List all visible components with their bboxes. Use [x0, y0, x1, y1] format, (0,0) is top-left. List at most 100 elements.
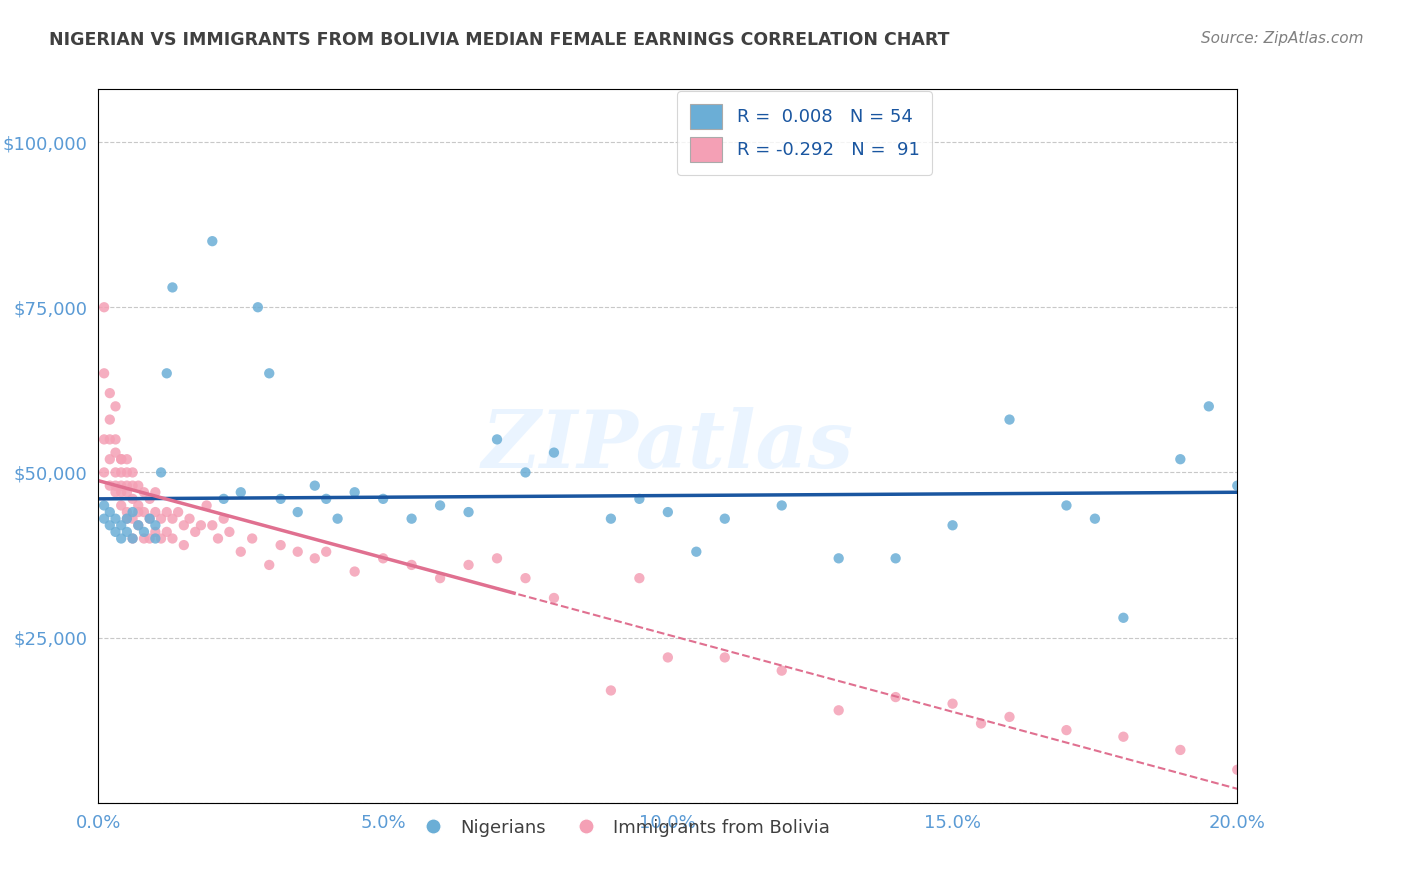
Point: [121, 532, 143, 546]
Point: [162, 532, 184, 546]
Point: [93, 511, 115, 525]
Point: [942, 697, 965, 711]
Point: [828, 703, 851, 717]
Point: [98, 478, 121, 492]
Point: [457, 558, 479, 572]
Point: [657, 650, 679, 665]
Point: [115, 511, 138, 525]
Point: [212, 511, 235, 525]
Point: [212, 491, 235, 506]
Point: [173, 518, 195, 533]
Point: [246, 300, 269, 314]
Point: [457, 505, 479, 519]
Point: [714, 511, 737, 525]
Point: [115, 524, 138, 539]
Point: [110, 532, 132, 546]
Point: [127, 518, 149, 533]
Point: [401, 558, 423, 572]
Point: [259, 558, 281, 572]
Text: NIGERIAN VS IMMIGRANTS FROM BOLIVIA MEDIAN FEMALE EARNINGS CORRELATION CHART: NIGERIAN VS IMMIGRANTS FROM BOLIVIA MEDI…: [49, 31, 949, 49]
Point: [184, 524, 207, 539]
Point: [121, 491, 143, 506]
Text: Source: ZipAtlas.com: Source: ZipAtlas.com: [1201, 31, 1364, 46]
Point: [138, 511, 160, 525]
Point: [104, 485, 127, 500]
Point: [110, 478, 132, 492]
Point: [201, 234, 224, 248]
Point: [373, 491, 395, 506]
Point: [115, 466, 138, 480]
Point: [115, 511, 138, 525]
Point: [429, 499, 451, 513]
Point: [138, 532, 160, 546]
Point: [1056, 499, 1078, 513]
Point: [287, 505, 309, 519]
Point: [401, 511, 423, 525]
Point: [145, 518, 167, 533]
Point: [115, 452, 138, 467]
Point: [98, 433, 121, 447]
Point: [127, 499, 149, 513]
Point: [600, 683, 623, 698]
Point: [110, 452, 132, 467]
Point: [150, 511, 173, 525]
Point: [543, 591, 565, 605]
Point: [828, 551, 851, 566]
Point: [315, 545, 337, 559]
Point: [486, 551, 509, 566]
Point: [1112, 730, 1135, 744]
Point: [98, 412, 121, 426]
Point: [121, 478, 143, 492]
Point: [315, 491, 337, 506]
Point: [110, 518, 132, 533]
Point: [685, 545, 707, 559]
Point: [127, 518, 149, 533]
Point: [121, 511, 143, 525]
Point: [884, 551, 907, 566]
Point: [162, 511, 184, 525]
Point: [93, 499, 115, 513]
Point: [110, 466, 132, 480]
Point: [600, 511, 623, 525]
Point: [1226, 478, 1249, 492]
Point: [201, 518, 224, 533]
Point: [229, 545, 252, 559]
Point: [343, 485, 366, 500]
Point: [104, 478, 127, 492]
Legend: Nigerians, Immigrants from Bolivia: Nigerians, Immigrants from Bolivia: [408, 812, 837, 844]
Point: [93, 433, 115, 447]
Point: [179, 511, 201, 525]
Point: [343, 565, 366, 579]
Point: [998, 412, 1021, 426]
Point: [207, 532, 229, 546]
Point: [110, 452, 132, 467]
Point: [1056, 723, 1078, 738]
Point: [218, 524, 240, 539]
Point: [145, 524, 167, 539]
Point: [156, 524, 179, 539]
Point: [628, 491, 651, 506]
Point: [229, 485, 252, 500]
Point: [156, 367, 179, 381]
Point: [1170, 452, 1192, 467]
Point: [132, 524, 155, 539]
Point: [270, 491, 292, 506]
Point: [156, 505, 179, 519]
Point: [110, 499, 132, 513]
Point: [150, 532, 173, 546]
Point: [132, 532, 155, 546]
Point: [970, 716, 993, 731]
Point: [138, 491, 160, 506]
Point: [115, 485, 138, 500]
Point: [98, 505, 121, 519]
Point: [373, 551, 395, 566]
Point: [543, 445, 565, 459]
Point: [259, 367, 281, 381]
Point: [304, 478, 326, 492]
Point: [657, 505, 679, 519]
Point: [110, 485, 132, 500]
Point: [115, 478, 138, 492]
Point: [121, 505, 143, 519]
Point: [98, 386, 121, 401]
Point: [162, 280, 184, 294]
